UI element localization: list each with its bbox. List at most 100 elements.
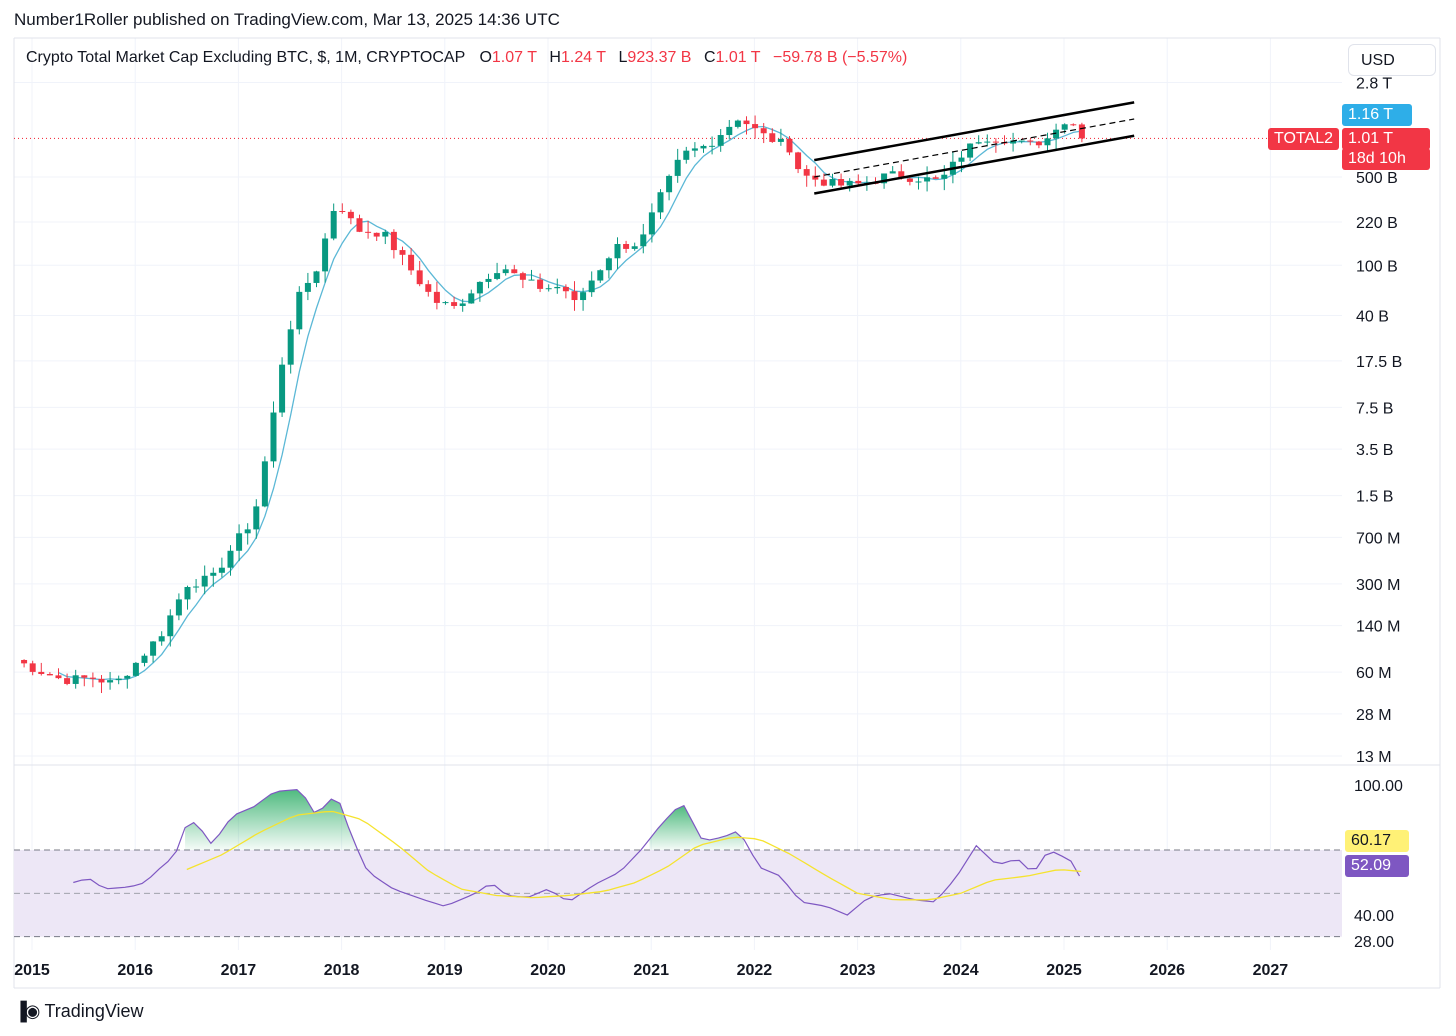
candle[interactable] (829, 173, 836, 188)
candle[interactable] (537, 273, 544, 293)
candle[interactable] (390, 229, 397, 259)
candle[interactable] (279, 357, 286, 417)
trend-channel[interactable] (814, 101, 1135, 195)
candle[interactable] (674, 148, 681, 183)
candle[interactable] (846, 178, 853, 192)
candle[interactable] (227, 545, 234, 576)
candle[interactable] (614, 237, 621, 270)
candle[interactable] (1010, 132, 1017, 152)
candle[interactable] (261, 456, 268, 508)
candle[interactable] (107, 671, 114, 690)
candle[interactable] (906, 177, 913, 186)
candle[interactable] (322, 233, 329, 283)
candle[interactable] (150, 641, 157, 663)
candle[interactable] (347, 209, 354, 225)
candle[interactable] (476, 281, 483, 302)
candle[interactable] (1053, 123, 1060, 150)
candle[interactable] (124, 675, 131, 689)
candle[interactable] (425, 280, 432, 297)
candle[interactable] (734, 119, 741, 129)
candle[interactable] (304, 272, 311, 301)
candle[interactable] (193, 578, 200, 593)
candle[interactable] (519, 271, 526, 289)
candle[interactable] (339, 203, 346, 214)
candle[interactable] (287, 320, 294, 374)
candle[interactable] (631, 242, 638, 251)
candle[interactable] (820, 173, 827, 187)
candle[interactable] (760, 123, 767, 144)
candle[interactable] (494, 262, 501, 281)
candle[interactable] (588, 271, 595, 297)
candle[interactable] (270, 401, 277, 468)
candle[interactable] (1070, 123, 1077, 127)
candle[interactable] (210, 567, 217, 587)
candle[interactable] (691, 142, 698, 158)
candle[interactable] (700, 144, 707, 153)
candle[interactable] (38, 662, 45, 676)
candle[interactable] (1044, 132, 1051, 152)
candle[interactable] (468, 289, 475, 304)
candle[interactable] (356, 214, 363, 233)
candle[interactable] (958, 151, 965, 173)
candle[interactable] (485, 273, 492, 289)
candle[interactable] (1078, 122, 1085, 143)
candle[interactable] (769, 128, 776, 143)
candle[interactable] (838, 173, 845, 190)
candle[interactable] (167, 609, 174, 647)
candle[interactable] (175, 593, 182, 621)
candle[interactable] (21, 659, 28, 668)
candle[interactable] (597, 269, 604, 283)
candle[interactable] (795, 151, 802, 174)
currency-button[interactable]: USD (1348, 44, 1436, 76)
candle[interactable] (408, 247, 415, 275)
candle[interactable] (184, 585, 191, 610)
candle[interactable] (717, 129, 724, 152)
candle[interactable] (416, 260, 423, 287)
candle[interactable] (975, 135, 982, 145)
candle[interactable] (115, 675, 122, 685)
candle[interactable] (562, 284, 569, 299)
candle[interactable] (1018, 140, 1025, 144)
candle[interactable] (932, 175, 939, 179)
candle[interactable] (657, 189, 664, 220)
candle[interactable] (992, 138, 999, 153)
candle[interactable] (984, 134, 991, 147)
candle[interactable] (81, 675, 88, 687)
candle[interactable] (29, 660, 36, 676)
candle[interactable] (623, 240, 630, 253)
candle[interactable] (924, 166, 931, 192)
candle[interactable] (967, 143, 974, 162)
candle[interactable] (141, 653, 148, 667)
candle[interactable] (683, 146, 690, 164)
candle[interactable] (743, 116, 750, 135)
candle[interactable] (459, 298, 466, 312)
candle[interactable] (605, 256, 612, 279)
candle[interactable] (511, 264, 518, 274)
candle[interactable] (666, 174, 673, 201)
candle[interactable] (915, 176, 922, 190)
candle[interactable] (330, 203, 337, 241)
candle[interactable] (502, 264, 509, 276)
candle[interactable] (244, 523, 251, 545)
candle[interactable] (580, 287, 587, 311)
candle[interactable] (803, 165, 810, 187)
candle[interactable] (373, 232, 380, 241)
candlestick-series[interactable] (21, 115, 1085, 694)
candle[interactable] (528, 269, 535, 281)
candle[interactable] (132, 661, 139, 677)
candle[interactable] (313, 270, 320, 288)
candle[interactable] (433, 281, 440, 310)
candle[interactable] (89, 672, 96, 688)
candle[interactable] (365, 220, 372, 239)
candle[interactable] (201, 565, 208, 595)
candle[interactable] (296, 286, 303, 335)
candle[interactable] (726, 119, 733, 140)
candle[interactable] (382, 229, 389, 245)
candle[interactable] (55, 668, 62, 680)
candle[interactable] (158, 631, 165, 646)
candle[interactable] (777, 128, 784, 146)
candle[interactable] (709, 136, 716, 155)
candle[interactable] (253, 499, 260, 539)
candle[interactable] (98, 675, 105, 694)
